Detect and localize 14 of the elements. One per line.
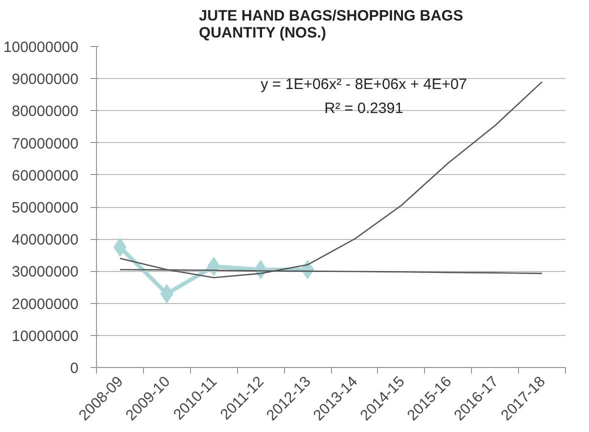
y-tick-label: 10000000 bbox=[12, 328, 79, 345]
y-tick-label: 50000000 bbox=[12, 200, 79, 216]
y-tick-label: 30000000 bbox=[12, 264, 79, 281]
annotation: y = 1E+06x² - 8E+06x + 4E+07 bbox=[260, 76, 468, 94]
y-tick-label: 90000000 bbox=[12, 71, 79, 88]
y-tick-label: 20000000 bbox=[12, 296, 79, 313]
chart-title: JUTE HAND BAGS/SHOPPING BAGS QUANTITY (NOS.) bbox=[198, 8, 464, 42]
annotation: R² = 0.2391 bbox=[324, 100, 404, 118]
y-tick-label: 0 bbox=[70, 360, 78, 377]
y-tick-label: 70000000 bbox=[12, 135, 79, 152]
y-tick-label: 40000000 bbox=[12, 232, 79, 249]
y-tick-label: 60000000 bbox=[12, 167, 79, 184]
y-tick-label: 100000000 bbox=[3, 39, 79, 56]
y-tick-label: 80000000 bbox=[12, 103, 79, 120]
